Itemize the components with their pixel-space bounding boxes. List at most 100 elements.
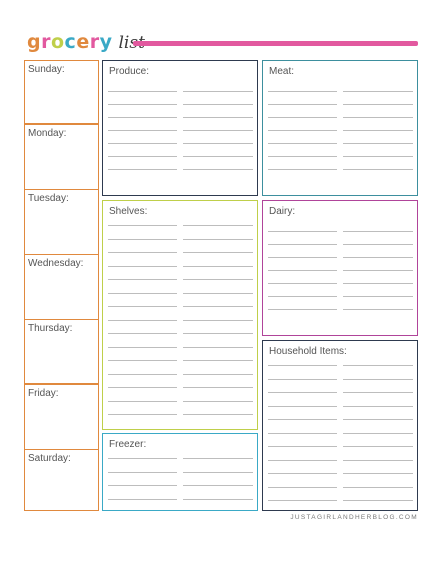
writing-line[interactable] (343, 365, 413, 366)
freezer-box[interactable]: Freezer: (102, 433, 258, 511)
writing-line[interactable] (183, 485, 253, 486)
writing-line[interactable] (268, 473, 337, 474)
writing-line[interactable] (183, 238, 253, 240)
writing-line[interactable] (343, 296, 413, 297)
writing-line[interactable] (183, 91, 253, 92)
writing-line[interactable] (108, 130, 177, 131)
writing-line[interactable] (183, 117, 253, 118)
writing-line[interactable] (183, 373, 253, 375)
writing-line[interactable] (268, 244, 337, 245)
writing-line[interactable] (268, 270, 337, 271)
day-box-tuesday[interactable]: Tuesday: (24, 189, 99, 255)
dairy-box[interactable]: Dairy: (262, 200, 418, 336)
writing-line[interactable] (183, 387, 253, 388)
writing-line[interactable] (268, 130, 337, 131)
writing-line[interactable] (343, 446, 413, 447)
writing-line[interactable] (183, 458, 253, 459)
writing-line[interactable] (343, 244, 413, 245)
writing-line[interactable] (343, 130, 413, 131)
writing-line[interactable] (183, 292, 253, 294)
writing-line[interactable] (343, 257, 413, 258)
writing-line[interactable] (268, 446, 337, 447)
writing-line[interactable] (268, 432, 337, 434)
writing-line[interactable] (108, 458, 177, 459)
writing-line[interactable] (268, 231, 337, 232)
writing-line[interactable] (108, 265, 177, 267)
writing-line[interactable] (343, 283, 413, 284)
writing-line[interactable] (343, 117, 413, 118)
writing-line[interactable] (108, 91, 177, 92)
writing-line[interactable] (343, 473, 413, 474)
meat-box[interactable]: Meat: (262, 60, 418, 196)
writing-line[interactable] (108, 117, 177, 118)
writing-line[interactable] (183, 104, 253, 105)
writing-line[interactable] (183, 346, 253, 348)
writing-line[interactable] (268, 156, 337, 157)
writing-line[interactable] (268, 309, 337, 310)
writing-line[interactable] (108, 387, 177, 388)
writing-line[interactable] (183, 252, 253, 253)
writing-line[interactable] (343, 309, 413, 310)
writing-line[interactable] (108, 306, 177, 307)
writing-line[interactable] (183, 333, 253, 334)
writing-line[interactable] (108, 400, 177, 402)
writing-line[interactable] (343, 405, 413, 407)
writing-line[interactable] (268, 283, 337, 284)
writing-line[interactable] (343, 419, 413, 420)
writing-line[interactable] (183, 319, 253, 321)
writing-line[interactable] (108, 485, 177, 486)
writing-line[interactable] (108, 471, 177, 473)
writing-line[interactable] (268, 459, 337, 461)
writing-line[interactable] (268, 486, 337, 488)
writing-line[interactable] (268, 91, 337, 92)
writing-line[interactable] (183, 156, 253, 157)
writing-line[interactable] (268, 405, 337, 407)
writing-line[interactable] (183, 279, 253, 280)
writing-line[interactable] (343, 486, 413, 488)
writing-line[interactable] (343, 270, 413, 271)
writing-line[interactable] (183, 360, 253, 361)
writing-line[interactable] (268, 143, 337, 144)
writing-line[interactable] (268, 257, 337, 258)
writing-line[interactable] (183, 130, 253, 131)
writing-line[interactable] (108, 143, 177, 144)
writing-line[interactable] (108, 333, 177, 334)
day-box-monday[interactable]: Monday: (24, 124, 99, 190)
writing-line[interactable] (343, 378, 413, 380)
writing-line[interactable] (268, 365, 337, 366)
produce-box[interactable]: Produce: (102, 60, 258, 196)
writing-line[interactable] (268, 169, 337, 170)
shelves-box[interactable]: Shelves: (102, 200, 258, 430)
writing-line[interactable] (108, 225, 177, 226)
writing-line[interactable] (343, 432, 413, 434)
writing-line[interactable] (108, 373, 177, 375)
writing-line[interactable] (108, 498, 177, 500)
day-box-sunday[interactable]: Sunday: (24, 60, 99, 124)
writing-line[interactable] (183, 143, 253, 144)
writing-line[interactable] (183, 265, 253, 267)
writing-line[interactable] (183, 400, 253, 402)
writing-line[interactable] (108, 156, 177, 157)
writing-line[interactable] (343, 143, 413, 144)
writing-line[interactable] (343, 104, 413, 105)
writing-line[interactable] (183, 169, 253, 170)
writing-line[interactable] (183, 306, 253, 307)
day-box-friday[interactable]: Friday: (24, 384, 99, 450)
writing-line[interactable] (108, 414, 177, 415)
writing-line[interactable] (108, 319, 177, 321)
writing-line[interactable] (108, 238, 177, 240)
writing-line[interactable] (183, 414, 253, 415)
writing-line[interactable] (108, 292, 177, 294)
writing-line[interactable] (108, 279, 177, 280)
writing-line[interactable] (108, 360, 177, 361)
writing-line[interactable] (108, 169, 177, 170)
writing-line[interactable] (268, 378, 337, 380)
day-box-wednesday[interactable]: Wednesday: (24, 254, 99, 320)
writing-line[interactable] (183, 225, 253, 226)
writing-line[interactable] (268, 117, 337, 118)
writing-line[interactable] (343, 459, 413, 461)
writing-line[interactable] (268, 296, 337, 297)
household-box[interactable]: Household Items: (262, 340, 418, 511)
writing-line[interactable] (183, 471, 253, 473)
writing-line[interactable] (268, 104, 337, 105)
